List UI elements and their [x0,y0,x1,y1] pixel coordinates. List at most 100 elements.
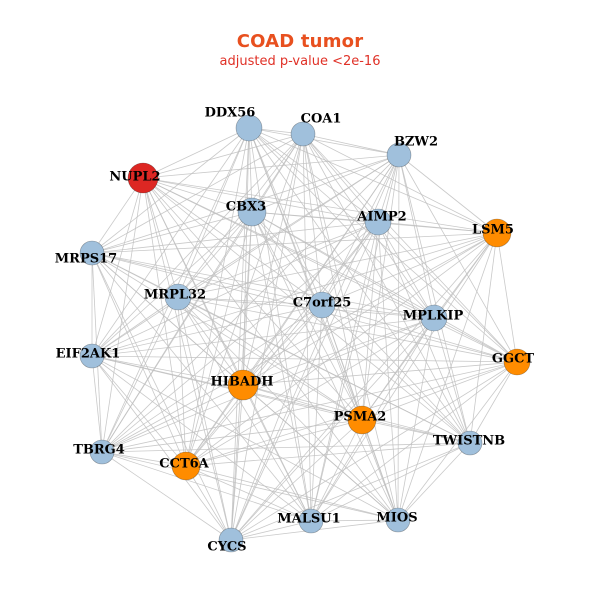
network-edge [91,355,103,453]
network-edge [251,154,400,213]
network-edge [242,384,399,521]
network-edge [377,221,498,234]
network-edge [230,384,244,541]
node-label-aimp2: AIMP2 [356,210,406,225]
network-edge [242,384,312,522]
network-edge [242,317,435,386]
network-edge [91,317,435,357]
network-edge [230,304,323,541]
node-label-psma2: PSMA2 [334,410,387,425]
node-label-mplkip: MPLKIP [403,309,464,324]
network-edge [230,520,312,541]
network-edge [361,419,399,521]
node-label-twistnb: TWISTNB [433,434,505,449]
node-label-eif2ak1: EIF2AK1 [56,347,121,362]
network-edge [398,154,518,363]
network-node-lsm5 [482,218,512,248]
network-edge [91,127,250,254]
node-label-mios: MIOS [376,511,417,526]
network-edge [248,127,312,522]
network-edge [361,221,379,421]
network-edge [91,355,244,386]
node-label-nupl2: NUPL2 [109,170,160,185]
network-edge [242,133,304,386]
network-edge [91,154,400,357]
network-edge [101,232,498,453]
network-edge [101,361,518,453]
network-edge [142,177,179,298]
network-edge [361,317,435,421]
network-edge [185,232,498,467]
network-edge [251,211,399,521]
network-edge [242,361,518,386]
network-node-cbx3 [237,197,267,227]
network-edge [377,221,435,319]
node-label-lsm5: LSM5 [472,223,514,238]
network-edge [310,232,498,522]
network-node-mios [385,507,411,533]
network-edge [91,221,379,254]
network-edge [91,177,144,357]
network-edge [91,355,187,467]
network-edge [177,296,244,386]
network-edge [310,361,518,522]
network-edge [101,442,471,453]
network-node-ddx56 [235,114,263,142]
node-label-ddx56: DDX56 [205,106,256,121]
network-edge [469,361,518,444]
network-edge [142,177,253,213]
network-edge [101,451,232,541]
network-edge [91,252,232,541]
network-node-bzw2 [386,142,412,168]
network-edge [101,384,244,453]
network-edge [185,465,399,521]
network-edge [101,211,253,453]
network-edge [91,221,379,357]
network-node-mplkip [420,304,448,332]
network-node-malsu1 [298,508,324,534]
network-edge [397,442,471,521]
network-edge [101,177,144,453]
network-edge [91,127,250,357]
network-edge [185,384,244,467]
network-edge [397,154,400,521]
network-edge [177,296,435,319]
network-node-c7orf25 [308,291,336,319]
network-edge [142,127,250,179]
node-label-c7orf25: C7orf25 [293,296,352,311]
network-edge [101,296,179,453]
network-edge [302,133,498,234]
network-edge [230,133,304,541]
network-edge [397,232,498,521]
network-edge [185,465,232,541]
network-edge [91,355,312,522]
network-edge [398,154,435,319]
network-edge [142,177,363,421]
network-edge [230,317,435,541]
network-node-nupl2 [127,162,159,194]
network-edge [91,252,323,306]
network-edge [91,252,312,522]
node-label-mrpl32: MRPL32 [144,288,206,303]
network-edge [177,211,253,298]
network-edge [177,296,232,541]
network-edge [142,154,400,179]
network-node-hibadh [227,369,259,401]
network-edge [377,221,399,521]
network-edge [248,127,471,444]
network-node-cycs [218,527,244,553]
network-node-ggct [503,348,531,376]
node-label-tbrg4: TBRG4 [73,443,125,458]
network-node-twistnb [457,430,483,456]
network-node-mrpl32 [164,283,192,311]
network-edge [302,133,400,156]
network-edge [91,304,323,357]
network-edge [496,232,518,363]
node-label-cct6a: CCT6A [159,457,209,472]
network-edge [142,177,312,522]
network-edge [321,221,379,306]
network-edge [177,296,471,444]
network-edge [177,296,187,467]
network-edge [177,296,399,521]
network-edge [177,232,498,298]
